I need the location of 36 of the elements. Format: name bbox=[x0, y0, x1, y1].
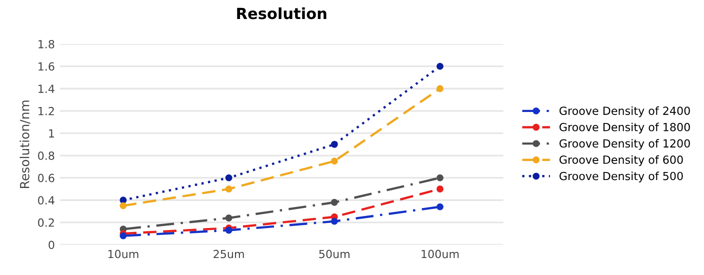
y-tick-label: 0.6 bbox=[38, 174, 54, 182]
point bbox=[225, 174, 232, 182]
point bbox=[436, 174, 444, 182]
y-tick-label: 1.6 bbox=[38, 62, 54, 71]
y-tick-label: 1 bbox=[49, 129, 54, 138]
point bbox=[225, 214, 232, 222]
y-tick-label: 0.2 bbox=[38, 218, 54, 227]
y-axis-title: Resolution/nm bbox=[20, 100, 30, 188]
legend-label: Groove Density of 500 bbox=[560, 172, 683, 182]
legend-label: Groove Density of 600 bbox=[560, 155, 683, 166]
point bbox=[120, 196, 127, 204]
x-tick-label: 50um bbox=[319, 250, 350, 258]
point bbox=[330, 158, 338, 165]
point bbox=[436, 85, 444, 92]
x-tick-label: 25um bbox=[214, 250, 244, 258]
y-tick-label: 0.4 bbox=[38, 196, 54, 205]
y-tick-label: 1.8 bbox=[38, 40, 54, 48]
y-tick-label: 0 bbox=[48, 240, 54, 250]
point bbox=[330, 198, 338, 206]
y-tick-label: 0.8 bbox=[38, 152, 54, 160]
point bbox=[330, 218, 338, 225]
legend-label: Groove Density of 1200 bbox=[560, 139, 690, 150]
point bbox=[330, 140, 338, 148]
point bbox=[120, 202, 127, 210]
point bbox=[436, 203, 444, 210]
legend-label: Groove Density of 1800 bbox=[560, 122, 690, 134]
point bbox=[436, 186, 444, 192]
x-tick-label: 100um bbox=[422, 250, 459, 258]
point bbox=[225, 226, 232, 234]
point bbox=[225, 186, 232, 192]
y-tick-label: 1.4 bbox=[38, 84, 54, 93]
x-tick-label: 10um bbox=[108, 250, 138, 258]
point bbox=[436, 62, 444, 70]
y-tick-label: 1.2 bbox=[38, 106, 54, 116]
chart-title: Resolution bbox=[237, 7, 326, 20]
legend-label: Groove Density of 2400 bbox=[560, 106, 690, 118]
